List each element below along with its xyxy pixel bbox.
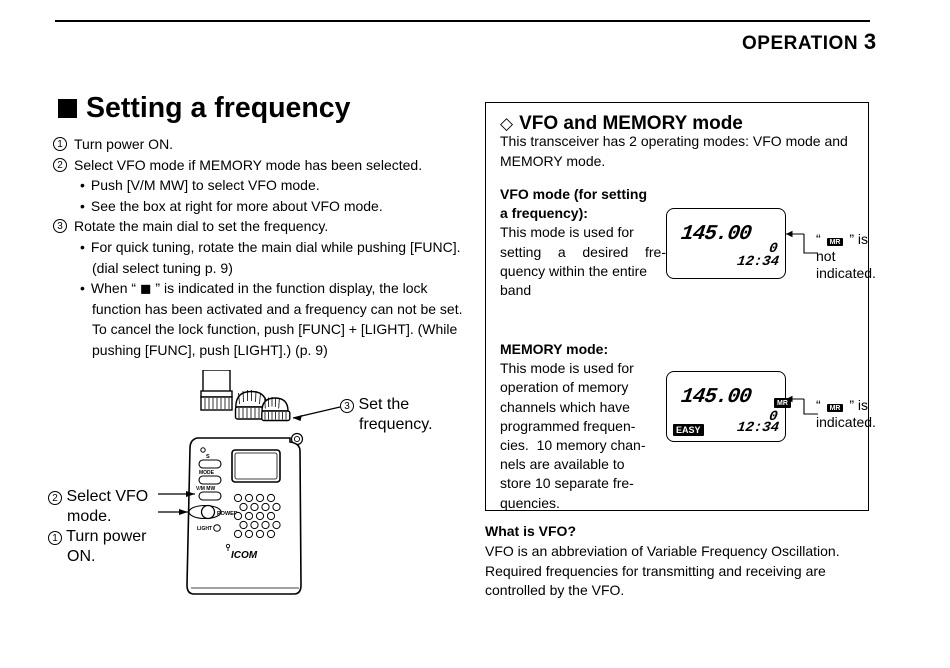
svg-text:MODE: MODE <box>199 470 215 476</box>
svg-text:LIGHT: LIGHT <box>197 526 212 532</box>
svg-text:S: S <box>206 454 210 460</box>
svg-text:ICOM: ICOM <box>231 550 258 561</box>
svg-text:V/M MW: V/M MW <box>196 486 215 492</box>
